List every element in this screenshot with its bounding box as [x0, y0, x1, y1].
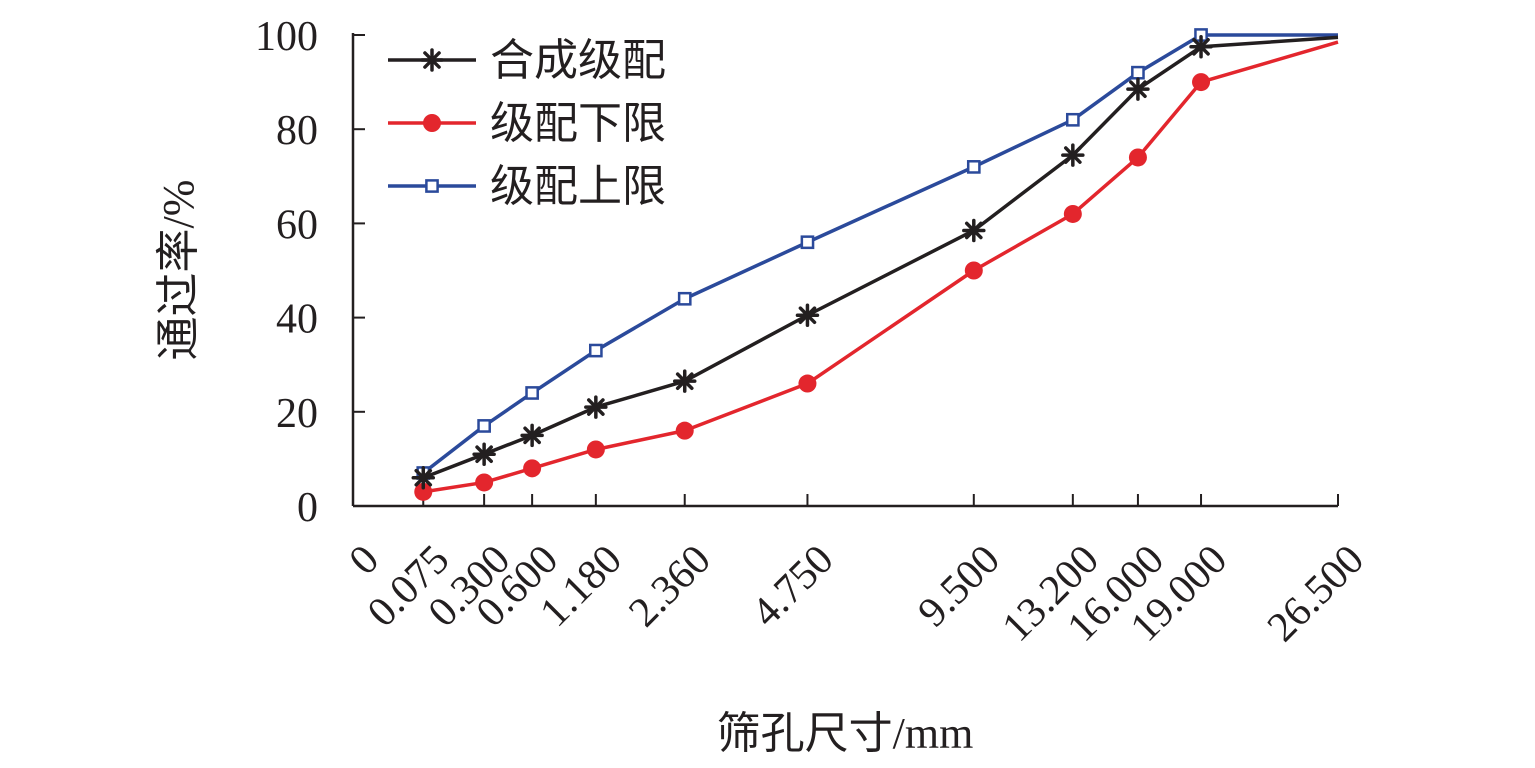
legend-label: 合成级配: [490, 36, 666, 85]
legend-entry: 级配上限: [388, 162, 666, 211]
y-tick-label: 60: [276, 202, 318, 248]
legend-label: 级配上限: [490, 162, 666, 211]
data-point: [795, 303, 820, 327]
y-tick-label: 20: [276, 391, 318, 437]
data-point: [525, 386, 539, 400]
data-point: [962, 218, 986, 243]
legend-entry: 合成级配: [388, 36, 666, 85]
data-point: [672, 369, 697, 393]
data-point: [586, 440, 605, 459]
y-tick-label: 100: [255, 14, 318, 60]
legend-marker: [425, 179, 439, 193]
x-tick-label: 9.500: [910, 537, 1009, 636]
legend-marker: [420, 48, 444, 72]
data-point: [520, 423, 544, 448]
series-3: [416, 28, 1338, 480]
data-point: [966, 160, 981, 174]
data-point: [1128, 148, 1147, 167]
data-point: [1189, 35, 1213, 59]
data-point: [1065, 112, 1080, 127]
x-tick-label: 0: [341, 537, 388, 584]
data-point: [798, 374, 817, 393]
series-2: [414, 40, 1339, 501]
x-tick-label: 26.500: [1259, 537, 1373, 651]
x-tick-label: 2.360: [620, 537, 719, 636]
data-point: [414, 482, 433, 501]
data-point: [1061, 143, 1085, 167]
data-point: [1192, 73, 1211, 92]
legend-entry: 级配下限: [388, 99, 666, 148]
x-tick-label: 4.750: [743, 537, 842, 636]
x-axis-title: 筛孔尺寸/mm: [717, 709, 974, 758]
y-tick-label: 40: [276, 297, 318, 343]
data-point: [472, 442, 496, 466]
data-point: [411, 465, 436, 490]
data-point: [1131, 65, 1145, 80]
data-point: [800, 235, 815, 250]
data-point: [964, 261, 983, 280]
series-1: [411, 35, 1339, 490]
y-tick-label: 80: [276, 108, 318, 154]
legend-label: 级配下限: [490, 99, 666, 148]
data-point: [523, 459, 542, 478]
data-point: [677, 291, 692, 306]
legend-marker: [423, 114, 441, 132]
data-point: [477, 419, 491, 433]
y-axis-title: 通过率/%: [154, 180, 203, 361]
data-point: [475, 473, 494, 492]
data-point: [588, 343, 603, 358]
data-point: [584, 395, 608, 419]
data-point: [1063, 204, 1082, 223]
data-point: [1126, 77, 1150, 101]
data-point: [675, 421, 694, 440]
y-tick-label: 0: [297, 485, 318, 531]
series-layer: [411, 28, 1339, 501]
